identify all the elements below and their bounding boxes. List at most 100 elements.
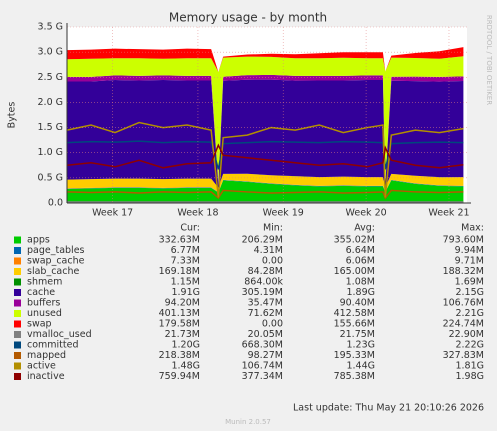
legend-entry: apps: [27, 235, 50, 246]
table-cell: 106.74M: [242, 361, 283, 372]
y-axis-label: Bytes: [7, 102, 18, 129]
footer: Munin 2.0.57: [225, 418, 271, 426]
last-update: Last update: Thu May 21 20:10:26 2026: [293, 403, 484, 414]
y-tick-label: 2.5 G: [38, 72, 64, 83]
table-cell: 4.31M: [254, 245, 283, 256]
table-cell: 9.71M: [455, 256, 484, 267]
legend-entry: mapped: [27, 350, 66, 361]
table-cell: 35.47M: [248, 298, 283, 309]
table-cell: 305.19M: [242, 287, 283, 298]
table-cell: 206.29M: [242, 235, 283, 246]
legend-swatch: [14, 352, 21, 359]
table-cell: 188.32M: [443, 266, 484, 277]
legend-swatch: [14, 362, 21, 370]
table-cell: 864.00k: [244, 277, 283, 288]
x-tick-label: Week 19: [263, 208, 304, 219]
stacked-area: [67, 74, 464, 186]
table-cell: 94.20M: [165, 298, 200, 309]
legend-swatch: [14, 331, 21, 338]
table-cell: 2.15G: [455, 287, 484, 298]
table-cell: 2.21G: [455, 308, 484, 319]
table-cell: 355.02M: [334, 235, 375, 246]
legend-swatch: [14, 310, 21, 317]
table-cell: 179.58M: [159, 319, 200, 330]
legend-swatch: [14, 236, 21, 244]
table-cell: 1.20G: [171, 340, 200, 351]
table-cell: 169.18M: [159, 266, 200, 277]
table-cell: 0.00: [262, 256, 283, 267]
y-tick-label: 2.0 G: [38, 97, 64, 108]
stacked-area: [67, 79, 464, 188]
watermark: RRDTOOL / TOBI OETIKER: [485, 15, 493, 105]
table-cell: 20.05M: [248, 329, 283, 340]
table-cell: 98.27M: [248, 350, 283, 361]
legend-swatch: [14, 268, 21, 275]
table-cell: 71.62M: [248, 308, 283, 319]
x-tick-label: Week 18: [177, 208, 218, 219]
table-cell: 1.48G: [171, 361, 200, 372]
table-cell: 1.91G: [171, 287, 200, 298]
legend-swatch: [14, 289, 21, 296]
legend-entry: unused: [27, 308, 62, 319]
y-tick-label: 1.0 G: [38, 147, 64, 158]
legend-swatch: [14, 247, 21, 254]
legend-swatch: [14, 278, 21, 286]
table-cell: 401.13M: [159, 308, 200, 319]
stacked-area: [67, 47, 464, 72]
y-tick-label: 0.0: [48, 198, 63, 209]
table-cell: 793.60M: [443, 235, 484, 246]
table-cell: 218.38M: [159, 350, 200, 361]
table-cell: 412.58M: [334, 308, 375, 319]
table-cell: 21.73M: [165, 329, 200, 340]
y-tick-label: 3.5 G: [38, 22, 64, 33]
table-header: Cur:: [180, 223, 200, 234]
table-cell: 1.81G: [455, 361, 484, 372]
table-header: Min:: [263, 223, 283, 234]
stacked-area: [67, 173, 464, 193]
table-cell: 759.94M: [159, 371, 200, 382]
legend-swatch: [14, 299, 21, 307]
table-cell: 84.28M: [248, 266, 283, 277]
legend-entry: swap_cache: [27, 256, 85, 267]
table-cell: 155.66M: [334, 319, 375, 330]
table-cell: 377.34M: [242, 371, 283, 382]
table-cell: 21.75M: [340, 329, 375, 340]
legend-entry: inactive: [27, 371, 65, 382]
table-cell: 668.30M: [242, 340, 283, 351]
table-cell: 7.33M: [171, 256, 200, 267]
table-cell: 22.90M: [449, 329, 484, 340]
x-tick-label: Week 21: [428, 208, 469, 219]
stacked-area: [67, 56, 464, 184]
table-cell: 327.83M: [443, 350, 484, 361]
table-cell: 1.44G: [346, 361, 375, 372]
legend-swatch: [14, 320, 21, 328]
table-cell: 6.64M: [346, 245, 375, 256]
table-cell: 1.15M: [171, 277, 200, 288]
table-cell: 2.22G: [455, 340, 484, 351]
legend-entry: active: [27, 361, 56, 372]
table-cell: 785.38M: [334, 371, 375, 382]
table-cell: 6.77M: [171, 245, 200, 256]
table-header: Avg:: [354, 223, 375, 234]
legend-entry: swap: [27, 319, 52, 330]
table-cell: 1.69M: [455, 277, 484, 288]
table-cell: 90.40M: [340, 298, 375, 309]
legend-swatch: [14, 257, 21, 265]
legend-entry: vmalloc_used: [27, 329, 92, 340]
legend-swatch: [14, 373, 21, 380]
legend-entry: page_tables: [27, 245, 85, 256]
legend-entry: slab_cache: [27, 266, 79, 277]
y-tick-label: 1.5 G: [38, 122, 64, 133]
table-cell: 1.89G: [346, 287, 375, 298]
table-cell: 9.94M: [455, 245, 484, 256]
legend-entry: shmem: [27, 277, 62, 288]
legend-swatch: [14, 341, 21, 349]
x-tick-label: Week 20: [346, 208, 387, 219]
x-tick-label: Week 17: [92, 208, 133, 219]
table-cell: 1.23G: [346, 340, 375, 351]
y-tick-label: 0.5 G: [38, 172, 64, 183]
stacked-area: [67, 180, 464, 203]
table-cell: 106.76M: [443, 298, 484, 309]
